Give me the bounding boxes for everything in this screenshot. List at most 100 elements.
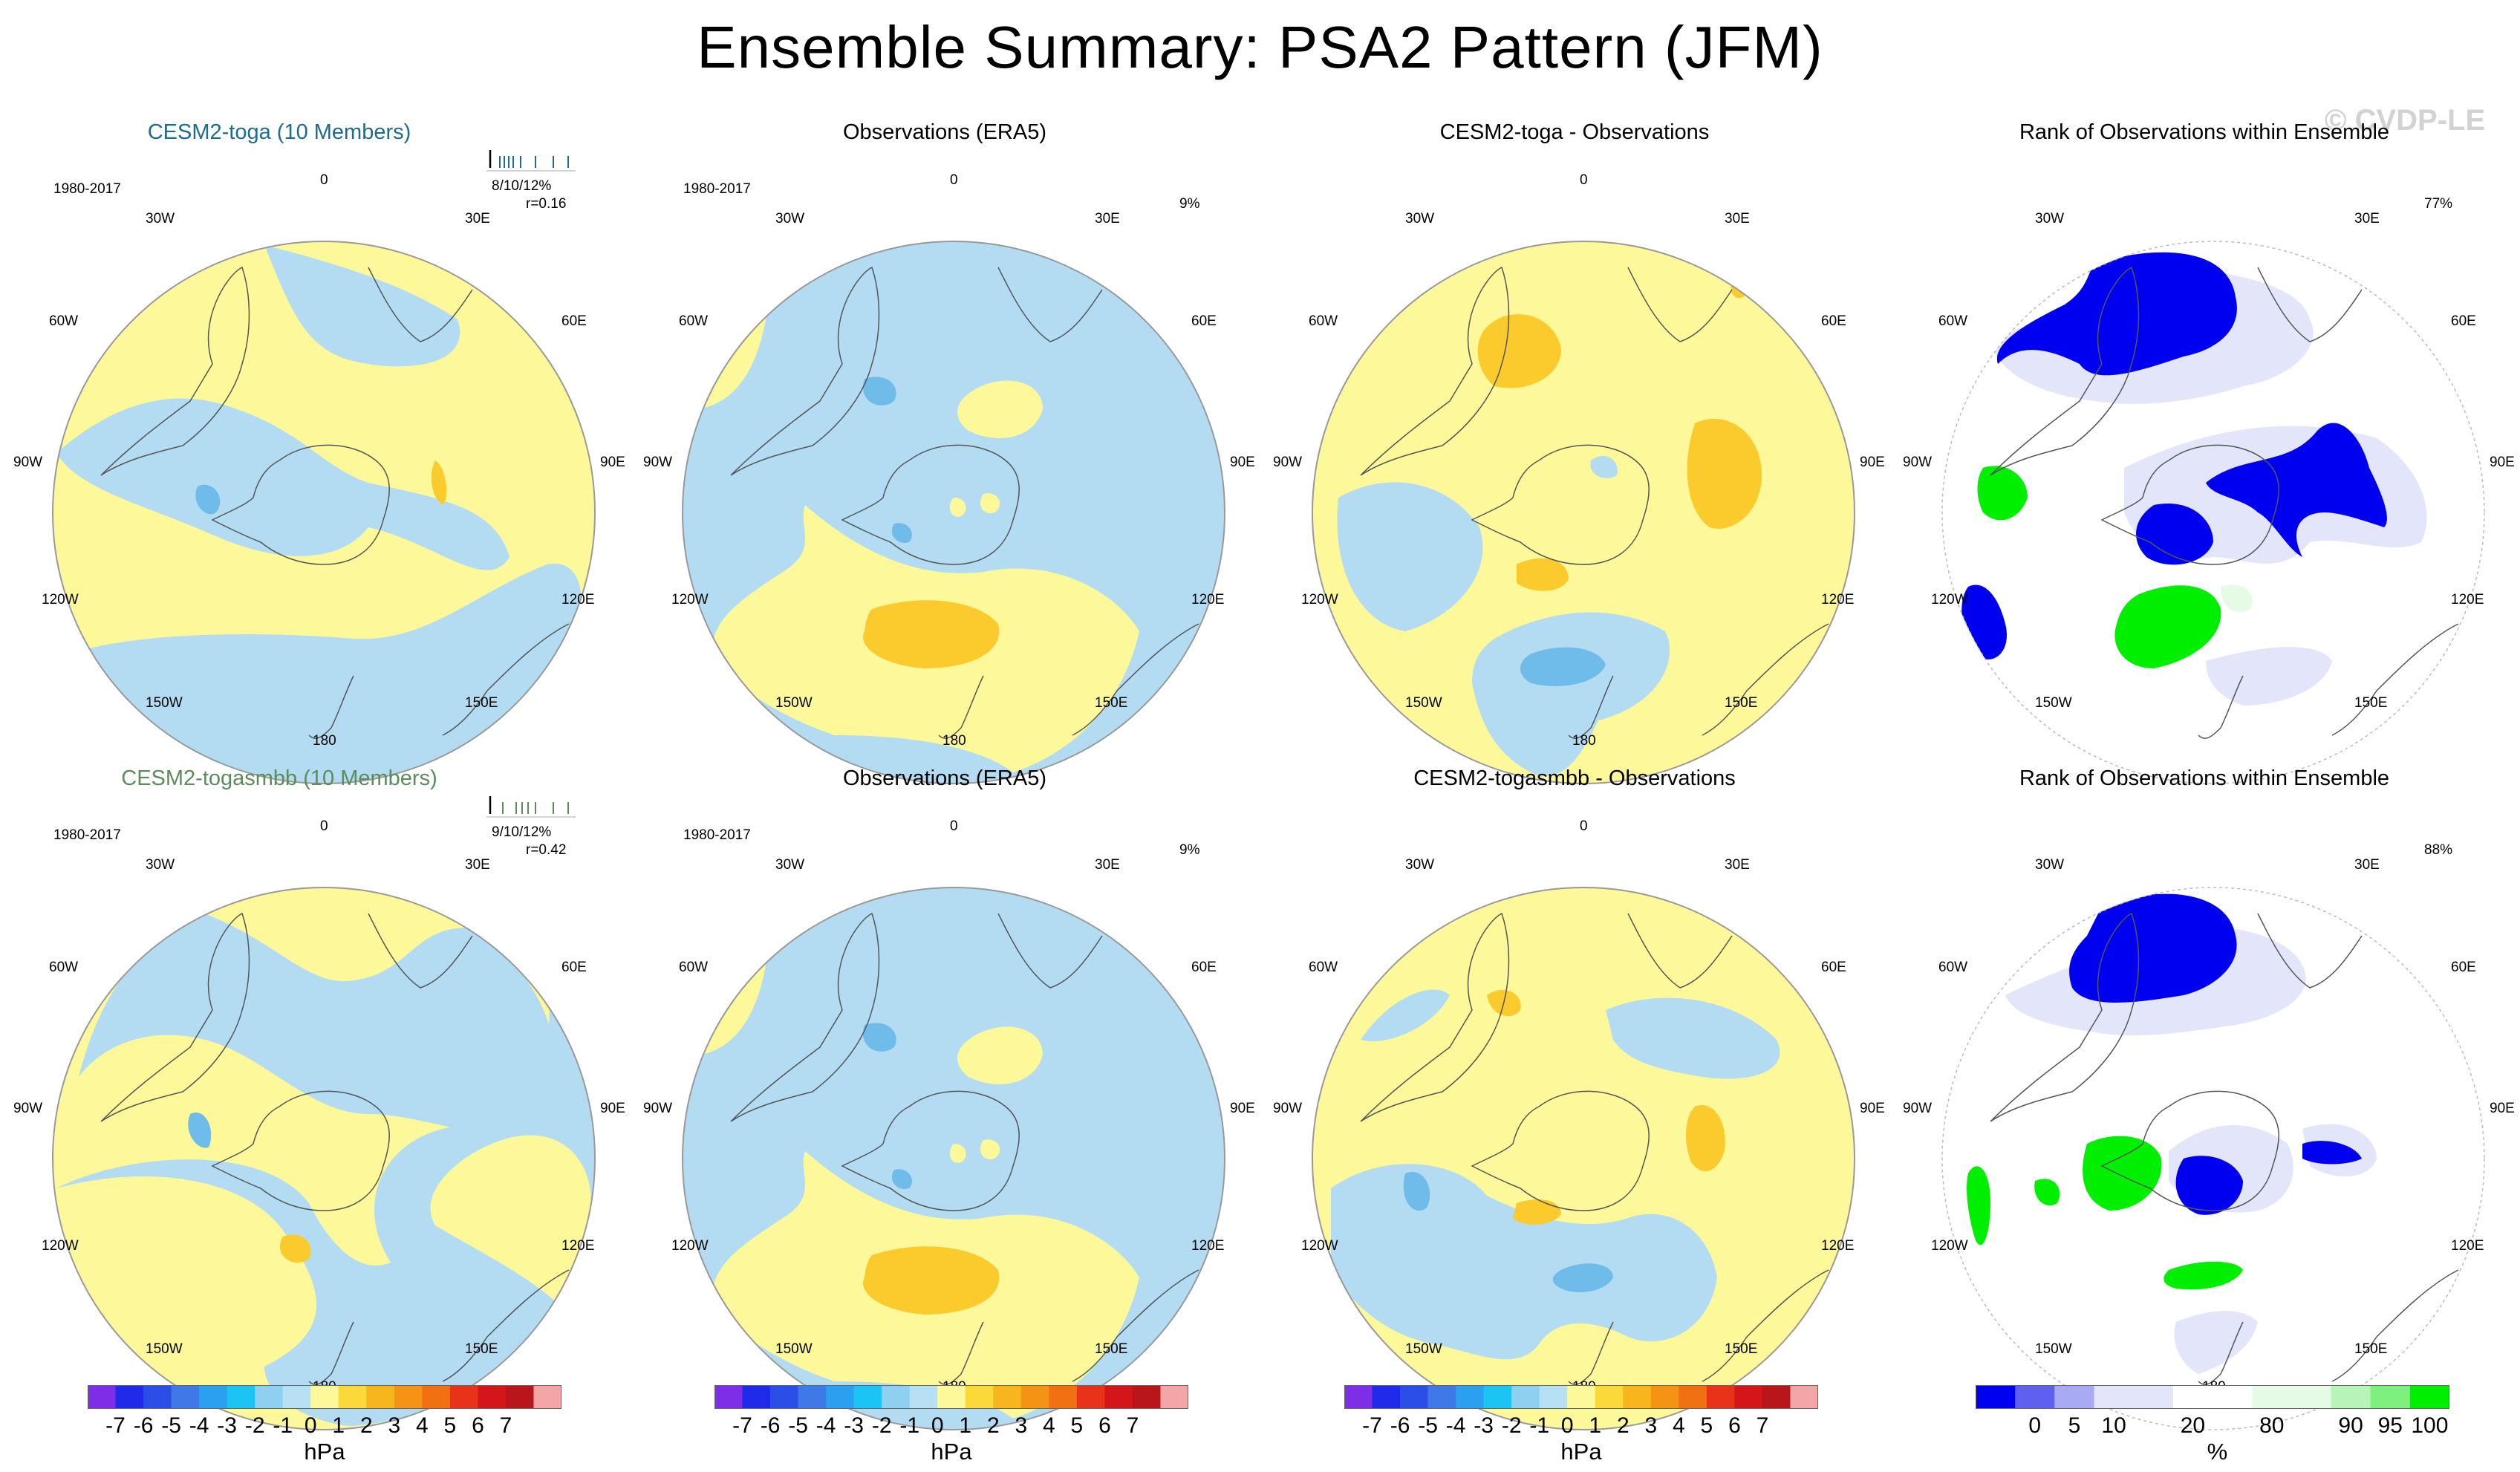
anomaly-region — [2083, 1136, 2162, 1211]
map-panel-r0-c1: Observations (ERA5) 0 30E 30W 60E 60W 90E 90W 12… — [630, 119, 1260, 787]
colorbar-swatch — [742, 1385, 771, 1409]
coastline — [211, 1090, 390, 1211]
colorbar-tick-label: 1 — [959, 1413, 972, 1438]
colorbar-tick-label: 6 — [472, 1413, 484, 1438]
colorbar-tick-label: 0 — [1560, 1413, 1574, 1438]
colorbar-tick-label: 0 — [2028, 1413, 2042, 1438]
longitude-label: 90E — [600, 455, 625, 470]
longitude-label: 90W — [1903, 455, 1933, 470]
longitude-label: 90E — [2490, 455, 2515, 470]
coastline — [841, 1090, 1020, 1211]
anomaly-region — [1996, 252, 2237, 376]
longitude-label: 150W — [146, 1341, 183, 1357]
anomaly-region — [891, 523, 912, 543]
longitude-label: 150W — [2035, 695, 2072, 711]
colorbar-tick-label: 100 — [2411, 1413, 2449, 1438]
colorbar-tick-label: -7 — [1362, 1413, 1382, 1438]
coastline — [1702, 1269, 1829, 1382]
anomaly-region — [980, 1139, 1000, 1159]
coastline — [1990, 266, 2140, 476]
longitude-label: 120E — [2451, 1238, 2484, 1254]
anomaly-region — [1517, 558, 1569, 591]
colorbar-tick-label: -5 — [1418, 1413, 1438, 1438]
longitude-label: 30E — [1095, 211, 1120, 227]
anomaly-region — [1552, 1263, 1613, 1292]
colorbar-swatch — [909, 1385, 938, 1409]
colorbar-swatch — [2291, 1385, 2331, 1409]
colorbar-swatch — [1762, 1385, 1791, 1409]
colorbar-tick-label: 4 — [1673, 1413, 1685, 1438]
anomaly-region — [863, 600, 1000, 668]
colorbar-tick-label: -3 — [844, 1413, 864, 1438]
colorbar-tick-label: -4 — [1445, 1413, 1466, 1438]
longitude-label: 60E — [561, 313, 587, 329]
colorbar-swatch — [1372, 1385, 1401, 1409]
map-panel-r1-c3: Rank of Observations within Ensemble 30E 3… — [1889, 765, 2519, 1433]
colorbar-tick-label: 10 — [2101, 1413, 2126, 1438]
colorbar-swatch — [449, 1385, 478, 1409]
colorbar-tick-label: 0 — [304, 1413, 317, 1438]
coastline — [2331, 1269, 2459, 1382]
colorbar-swatch — [394, 1385, 423, 1409]
longitude-label: 60E — [561, 960, 587, 975]
longitude-label: 90E — [600, 1101, 625, 1116]
variance-percent: 77% — [2424, 196, 2453, 212]
anomaly-region — [957, 1026, 1043, 1084]
anomaly-region — [56, 988, 595, 1426]
colorbar-swatch — [714, 1385, 743, 1409]
longitude-label: 60W — [1309, 960, 1338, 975]
longitude-label: 0 — [1580, 818, 1588, 834]
anomaly-region — [2175, 1156, 2243, 1215]
colorbar-swatch — [1511, 1385, 1540, 1409]
colorbar-swatch — [282, 1385, 311, 1409]
map-border — [1312, 241, 1855, 784]
longitude-label: 0 — [320, 172, 328, 188]
map-panel-r1-c2: CESM2-togasmbb - Observations 0 30E 30W 60E 6… — [1260, 765, 1889, 1433]
colorbar-tick-label: -3 — [217, 1413, 237, 1438]
colorbar-tick-label: 2 — [359, 1413, 373, 1438]
anomaly-region — [1606, 997, 1780, 1079]
longitude-label: 150E — [2354, 695, 2388, 711]
longitude-label: 180 — [942, 733, 966, 749]
colorbar-unit: hPa — [1560, 1439, 1602, 1465]
panel-title: Rank of Observations within Ensemble — [2019, 120, 2390, 144]
colorbar-tick-label: -4 — [189, 1413, 209, 1438]
colorbar-tick-label: 0 — [931, 1413, 944, 1438]
anomaly-region — [2206, 423, 2387, 557]
variance-percent: 9% — [1179, 842, 1200, 858]
colorbar-swatch — [1483, 1385, 1512, 1409]
anomaly-region — [1686, 1105, 1725, 1171]
colorbar-tick-label: -7 — [732, 1413, 752, 1438]
longitude-label: 150E — [1725, 695, 1758, 711]
colorbar-tick-label: -5 — [161, 1413, 181, 1438]
longitude-label: 180 — [313, 733, 336, 749]
longitude-label: 60E — [1821, 960, 1846, 975]
map-border — [682, 241, 1225, 784]
colorbar-swatch — [1104, 1385, 1133, 1409]
anomaly-region — [1520, 647, 1606, 686]
longitude-label: 60E — [1821, 313, 1846, 329]
colorbar-swatch — [1344, 1385, 1373, 1409]
colorbar-swatch — [2252, 1385, 2292, 1409]
colorbar-swatch — [2213, 1385, 2253, 1409]
longitude-label: 30E — [465, 857, 490, 873]
colorbar-swatch — [505, 1385, 534, 1409]
polar-map — [52, 887, 596, 1430]
coastline — [1360, 266, 1510, 476]
colorbar-swatch — [478, 1385, 507, 1409]
colorbar-tick-label: 2 — [1616, 1413, 1629, 1438]
figure-title: Ensemble Summary: PSA2 Pattern (JFM) — [697, 14, 1823, 80]
colorbar-tick-label: 6 — [1098, 1413, 1111, 1438]
anomaly-region — [1337, 482, 1483, 631]
longitude-label: 120E — [1191, 592, 1225, 608]
colorbar-tick-label: -2 — [244, 1413, 265, 1438]
panel-title: Rank of Observations within Ensemble — [2019, 766, 2390, 790]
colorbar-swatch — [366, 1385, 395, 1409]
coastline — [730, 266, 880, 476]
colorbar-tick-label: -1 — [273, 1413, 293, 1438]
longitude-label: 120E — [1821, 1238, 1855, 1254]
longitude-label: 90W — [1903, 1101, 1933, 1116]
longitude-label: 0 — [320, 818, 328, 834]
colorbar-tick-label: 3 — [1015, 1413, 1028, 1438]
map-border — [52, 887, 596, 1430]
